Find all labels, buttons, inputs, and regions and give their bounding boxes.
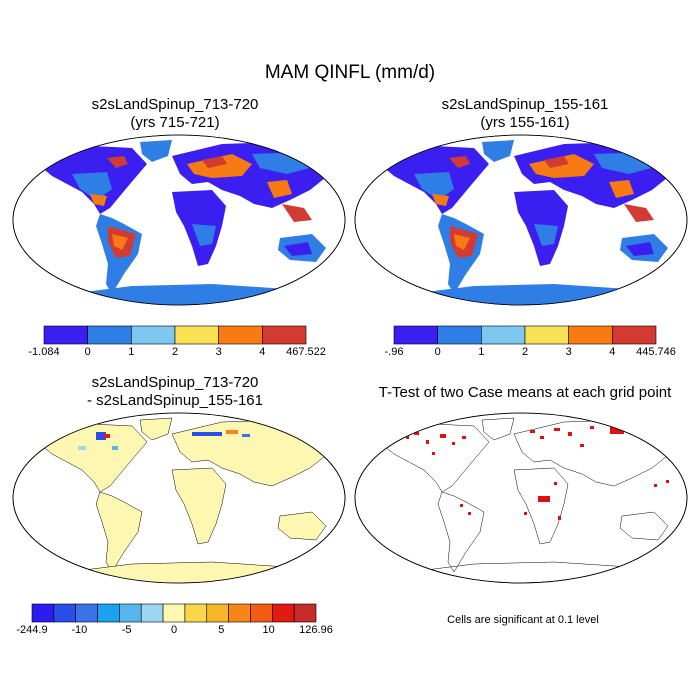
colorbar-2-tick-label: 1 — [478, 346, 485, 358]
colorbar-1-tick-label: 0 — [84, 346, 91, 358]
map-panel-2 — [354, 134, 688, 306]
panel-3-title-line1: s2sLandSpinup_713-720 — [91, 374, 259, 391]
colorbar-3-labels: -244.9 -10 -5 0 5 10 126.96 — [16, 624, 332, 638]
panel-1-title-line2: (yrs 715-721) — [130, 114, 220, 131]
colorbar-1-swatch — [174, 325, 219, 345]
greenland — [140, 140, 172, 162]
panel-title-1: s2sLandSpinup_713-720 (yrs 715-721) — [10, 96, 340, 132]
colorbar-3-swatch — [293, 603, 317, 623]
antarctica — [13, 284, 342, 305]
colorbar-1-tick-label: 1 — [128, 346, 135, 358]
map-panel-1 — [12, 134, 346, 306]
colorbar-3-swatch — [184, 603, 208, 623]
panel-4-title-line1: T-Test of two Case means at each grid po… — [378, 384, 672, 401]
colorbar-3-swatch — [206, 603, 229, 623]
colorbar-3-swatch — [140, 603, 164, 623]
colorbar-1 — [43, 325, 307, 345]
difference-hotspots — [78, 430, 250, 450]
colorbar-1-swatch — [218, 325, 263, 345]
colorbar-2 — [393, 325, 657, 345]
colorbar-3-tick-label: 10 — [262, 624, 275, 636]
colorbar-2-swatch — [481, 325, 526, 345]
colorbar-3-tick-label: 126.96 — [299, 624, 333, 636]
colorbar-2-swatch — [568, 325, 613, 345]
colorbar-2-tick-label: 3 — [565, 346, 572, 358]
colorbar-3-tick-label: -10 — [71, 624, 88, 636]
colorbar-3-tick-label: -5 — [121, 624, 132, 636]
colorbar-3-tick-label: 5 — [218, 624, 225, 636]
colorbar-1-tick-label: 4 — [259, 346, 266, 358]
colorbar-2-swatch — [393, 325, 438, 345]
colorbar-2-swatch — [437, 325, 482, 345]
colorbar-2-swatch — [612, 325, 657, 345]
colorbar-3-swatch — [272, 603, 295, 623]
colorbar-3-swatch — [228, 603, 251, 623]
map-panel-4 — [354, 412, 688, 584]
colorbar-1-tick-label: 2 — [171, 346, 179, 358]
colorbar-1-swatch — [43, 325, 88, 345]
colorbar-3-tick-label: 0 — [170, 624, 178, 636]
colorbar-1-tick-label: -1.084 — [28, 346, 60, 358]
significance-footnote: Cells are significant at 0.1 level — [447, 614, 599, 626]
colorbar-3-swatch — [119, 603, 142, 623]
map-panel-3 — [12, 412, 346, 584]
panel-title-3: s2sLandSpinup_713-720 - s2sLandSpinup_15… — [10, 374, 340, 410]
colorbar-3-swatch — [53, 603, 76, 623]
colorbar-3-swatch — [162, 603, 186, 623]
colorbar-1-tick-label: 467.522 — [286, 346, 326, 358]
colorbar-2-tick-label: -.96 — [384, 346, 404, 358]
panel-3-title-line2: - s2sLandSpinup_155-161 — [87, 392, 263, 409]
colorbar-3 — [31, 603, 317, 623]
panel-1-title-line1: s2sLandSpinup_713-720 — [91, 96, 259, 113]
colorbar-1-swatch — [262, 325, 307, 345]
main-title: MAM QINFL (mm/d) — [264, 62, 436, 83]
colorbar-3-swatch — [31, 603, 55, 623]
panel-title-4: T-Test of two Case means at each grid po… — [350, 384, 700, 402]
colorbar-1-swatch — [87, 325, 132, 345]
colorbar-2-tick-label: 0 — [434, 346, 441, 358]
colorbar-3-swatch — [97, 603, 120, 623]
colorbar-1-tick-label: 3 — [215, 346, 222, 358]
colorbar-3-tick-label: -244.9 — [16, 624, 48, 636]
colorbar-2-labels: -.96 0 1 2 3 4 445.746 — [385, 346, 676, 360]
colorbar-2-tick-label: 2 — [521, 346, 529, 358]
panel-2-title-line2: (yrs 155-161) — [480, 114, 570, 131]
colorbar-2-tick-label: 445.746 — [636, 346, 676, 358]
colorbar-2-swatch — [524, 325, 569, 345]
colorbar-1-labels: -1.084 0 1 2 3 4 467.522 — [28, 346, 325, 360]
colorbar-2-tick-label: 4 — [609, 346, 616, 358]
colorbar-3-swatch — [250, 603, 273, 623]
colorbar-1-swatch — [131, 325, 176, 345]
colorbar-3-swatch — [75, 603, 98, 623]
panel-2-title-line1: s2sLandSpinup_155-161 — [441, 96, 609, 113]
panel-title-2: s2sLandSpinup_155-161 (yrs 155-161) — [360, 96, 690, 132]
